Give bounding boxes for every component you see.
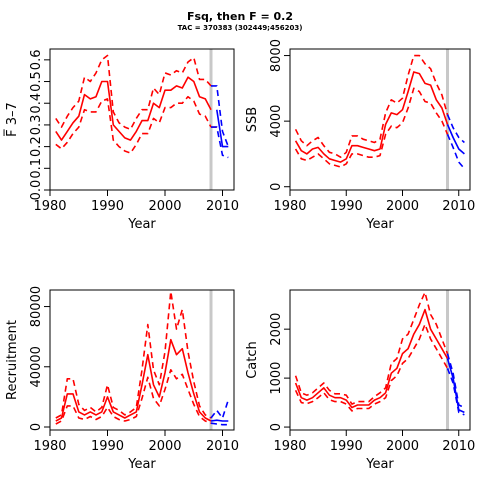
recruitment-blue-upper-line bbox=[210, 399, 230, 419]
fbar-y-tick-label: 0.4 bbox=[29, 93, 44, 114]
ssb-x-tick-label: 2000 bbox=[386, 199, 419, 214]
catch-blue-median-line bbox=[446, 358, 465, 414]
ssb-red-lower-line bbox=[294, 87, 449, 168]
recruitment-x-tick-label: 2000 bbox=[148, 439, 181, 454]
recruitment-y-tick-label: 0 bbox=[29, 423, 44, 431]
ssb-frame bbox=[289, 48, 471, 191]
catch-y-tick-label: 1000 bbox=[269, 362, 284, 395]
recruitment-panel: 1980 1990 2000 2010 0 40000 80000 Year Recruitme… bbox=[5, 286, 239, 472]
fbar-blue-lower-line bbox=[211, 126, 229, 159]
catch-x-tick-label: 1980 bbox=[273, 439, 306, 454]
recruitment-y-tick-label: 80000 bbox=[29, 286, 44, 327]
catch-red-upper-line bbox=[294, 291, 449, 405]
catch-blue-upper-line bbox=[446, 353, 465, 409]
recruitment-red-median-line bbox=[55, 338, 212, 422]
catch-blue-lower-line bbox=[446, 368, 465, 416]
fbar-blue-median-line bbox=[216, 109, 229, 148]
ssb-y-tick-label: 0 bbox=[269, 183, 284, 191]
fbar-y-tick-label: 0.1 bbox=[29, 158, 44, 179]
catch-x-tick-label: 1990 bbox=[330, 439, 363, 454]
recruitment-y-axis-label: Recruitment bbox=[5, 320, 20, 400]
fbar-red-median-line bbox=[55, 76, 212, 141]
fbar-y-tick-label: 0.3 bbox=[29, 115, 44, 136]
fbar-red-lower-line bbox=[55, 95, 212, 154]
fbar-y-tick-label: 0.0 bbox=[29, 180, 44, 201]
recruitment-red-upper-line bbox=[55, 290, 212, 419]
fbar-x-tick-label: 2000 bbox=[148, 199, 181, 214]
catch-panel: 1980 1990 2000 2010 0 1000 2000 Year Catch bbox=[245, 289, 475, 472]
recruitment-x-tick-label: 1990 bbox=[91, 439, 124, 454]
catch-red-lower-line bbox=[294, 323, 449, 412]
catch-frame bbox=[289, 289, 471, 431]
ssb-x-tick-label: 1990 bbox=[330, 199, 363, 214]
ssb-y-tick-label: 8000 bbox=[269, 39, 284, 72]
fbar-y-tick-label: 0.5 bbox=[29, 71, 44, 92]
fbar-y-tick-label: 0.6 bbox=[29, 50, 44, 71]
fbar-x-tick-label: 1980 bbox=[33, 199, 66, 214]
fbar-x-tick-label: 1990 bbox=[91, 199, 124, 214]
ssb-x-tick-label: 1980 bbox=[273, 199, 306, 214]
catch-red-median-line bbox=[294, 308, 449, 409]
catch-y-axis-label: Catch bbox=[245, 341, 260, 379]
panels: 1980 1990 2000 2010 0.00.10.20.30.40.50.6 Yea… bbox=[4, 39, 476, 472]
fbar-frame bbox=[49, 48, 235, 191]
catch-x-axis-label: Year bbox=[365, 457, 394, 472]
ssb-red-upper-line bbox=[294, 54, 449, 158]
recruitment-x-tick-label: 2010 bbox=[206, 439, 239, 454]
figure-subtitle: TAC = 370383 (302449;456203) bbox=[178, 24, 303, 32]
ssb-x-axis-label: Year bbox=[365, 217, 394, 232]
fbar-blue-upper-line bbox=[211, 85, 230, 147]
ssb-panel: 1980 1990 2000 2010 0 4000 8000 Year SSB bbox=[245, 39, 475, 232]
recruitment-blue-lower-line bbox=[210, 422, 229, 426]
recruitment-y-tick-label: 40000 bbox=[29, 346, 44, 387]
fbar-red-upper-line bbox=[55, 54, 212, 131]
recruitment-x-tick-label: 1980 bbox=[33, 439, 66, 454]
fbar-x-tick-label: 2010 bbox=[206, 199, 239, 214]
ssb-blue-lower-line bbox=[446, 133, 466, 170]
ssb-y-tick-label: 4000 bbox=[269, 105, 284, 138]
catch-y-tick-label: 0 bbox=[269, 423, 284, 431]
catch-x-tick-label: 2000 bbox=[386, 439, 419, 454]
recruitment-blue-median-line bbox=[210, 419, 229, 422]
ssb-red-median-line bbox=[294, 71, 449, 163]
recruitment-red-lower-line bbox=[55, 368, 212, 425]
recruitment-x-axis-label: Year bbox=[127, 457, 156, 472]
ssb-blue-median-line bbox=[446, 124, 465, 155]
ssb-y-axis-label: SSB bbox=[245, 107, 260, 132]
fbar-y-tick-label: 0.2 bbox=[29, 136, 44, 157]
fbar-x-axis-label: Year bbox=[127, 217, 156, 232]
catch-y-tick-label: 2000 bbox=[269, 313, 284, 346]
recruitment-frame bbox=[49, 289, 235, 431]
fbar-y-axis-label: F̅ 3–7 bbox=[4, 102, 20, 137]
ssb-x-tick-label: 2010 bbox=[442, 199, 475, 214]
figure-title: Fsq, then F = 0.2 bbox=[187, 10, 293, 23]
catch-x-tick-label: 2010 bbox=[442, 439, 475, 454]
fbar-panel: 1980 1990 2000 2010 0.00.10.20.30.40.50.6 Yea… bbox=[4, 48, 239, 232]
